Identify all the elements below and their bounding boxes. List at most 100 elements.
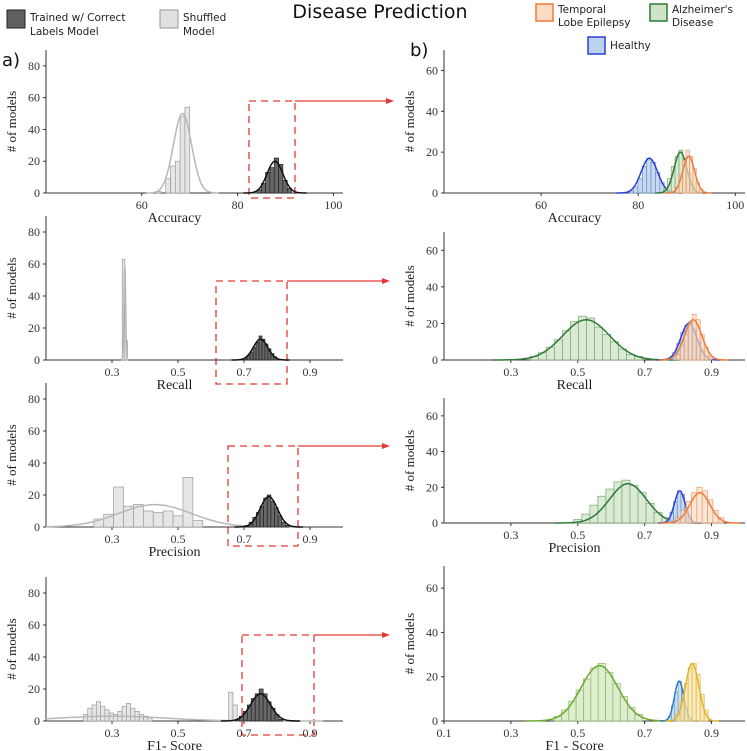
y-tick-label: 20 [28, 321, 40, 335]
fit-curve [659, 491, 740, 524]
histogram-bar [675, 354, 681, 361]
x-tick-label: 0.9 [704, 726, 719, 740]
x-axis-label: F1- Score [147, 739, 202, 751]
x-tick-label: 0.3 [503, 365, 518, 379]
histogram-bar [162, 510, 174, 528]
series-trained-w-correct-labels-model [220, 688, 301, 722]
histogram-bar [687, 323, 693, 361]
fit-curve [525, 664, 674, 722]
legend-swatch-alzheimers [649, 3, 668, 22]
y-tick-label: 60 [426, 243, 438, 257]
histogram-bar [270, 501, 275, 528]
y-axis-label: # of models [402, 430, 417, 491]
histogram-bar [605, 671, 614, 722]
x-axis-label: Accuracy [148, 211, 202, 226]
series-temporal-lobe-epilepsy [659, 486, 740, 524]
y-tick-label: 40 [426, 625, 438, 639]
legend-label-alzheimers-line1: Alzheimer's [672, 4, 733, 16]
y-tick-label: 0 [34, 520, 40, 534]
series-temporal-lobe-epilepsy [658, 313, 728, 361]
histogram-bar [228, 691, 234, 722]
histogram-bar [637, 178, 643, 194]
histogram-bar [184, 106, 191, 194]
y-axis-label: # of models [4, 91, 19, 152]
histogram-bar [126, 703, 131, 722]
y-tick-label: 80 [28, 392, 40, 406]
y-tick-label: 0 [432, 353, 438, 367]
chart-a_f1: 0 20 40 60 80 0.3 0.5 0.7 0.9 # of models F1- Scor… [4, 577, 343, 751]
x-axis-label: Recall [157, 378, 193, 393]
x-tick-label: 0.7 [637, 528, 652, 542]
histogram-bar [170, 165, 176, 194]
histogram-bar [255, 342, 260, 361]
legend-label-trained-line1: Trained w/ Correct [29, 12, 125, 24]
y-tick-label: 40 [28, 650, 40, 664]
panel-label-b: b) [410, 40, 428, 61]
histogram-bar [707, 355, 713, 361]
fit-curve [220, 693, 301, 722]
histogram-bar [285, 525, 290, 528]
x-tick-label: 0.3 [105, 365, 120, 379]
x-tick-label: 0.7 [237, 365, 252, 379]
histogram-bar [594, 326, 603, 361]
x-tick-label: 0.5 [171, 365, 186, 379]
x-tick-label: 0.7 [637, 726, 652, 740]
y-tick-label: 60 [426, 409, 438, 423]
histogram-bar [683, 334, 689, 361]
y-axis-label: # of models [4, 618, 19, 679]
figure-title: Disease Prediction [292, 1, 467, 23]
fit-curve [243, 160, 307, 194]
x-tick-label: 0.9 [704, 365, 719, 379]
y-tick-label: 40 [28, 456, 40, 470]
y-tick-label: 40 [28, 122, 40, 136]
y-tick-label: 0 [34, 186, 40, 200]
histogram-bar [597, 663, 606, 722]
histogram-bar [172, 515, 184, 528]
series-trained-w-correct-labels-model [243, 157, 307, 194]
legend-label-shuffled-line1: Shuffled [183, 12, 226, 24]
series-shuffled-model [121, 258, 129, 361]
histogram-bar [147, 717, 153, 722]
chart-a_accuracy: 0 20 40 60 80 60 80 100 # of models Accuracy [4, 50, 343, 226]
series-shuffled-model [45, 477, 301, 528]
x-tick-label: 0.7 [237, 532, 252, 546]
chart-a_precision: 0 20 40 60 80 0.3 0.5 0.7 0.9 # of models Precisio… [4, 383, 343, 560]
fit-curve [665, 662, 719, 722]
y-tick-label: 20 [426, 480, 438, 494]
zoom-box-recall [215, 280, 288, 385]
histogram-bar [174, 160, 181, 194]
x-tick-label: 0.3 [503, 528, 518, 542]
x-tick-label: 0.5 [171, 532, 186, 546]
histogram-bar [252, 346, 257, 361]
x-tick-label: 0.9 [303, 726, 318, 740]
histogram-bar [685, 501, 692, 524]
y-tick-label: 0 [432, 516, 438, 530]
x-tick-label: 100 [726, 198, 744, 212]
x-tick-label: 0.5 [570, 528, 585, 542]
fit-curve [231, 338, 290, 361]
chart-panels: 0 20 40 60 80 60 80 100 # of models Accuracy 0 20 40… [4, 50, 745, 751]
histogram-bar [91, 704, 97, 722]
x-tick-label: 0.5 [570, 365, 585, 379]
x-tick-label: 0.5 [171, 726, 186, 740]
histogram-bar [108, 712, 114, 722]
x-tick-label: 0.9 [303, 532, 318, 546]
histogram-bar [627, 707, 636, 722]
x-axis-label: Precision [148, 545, 200, 560]
zoom-arrowhead-accuracy [386, 98, 394, 104]
chart-b_f1: 0 20 40 60 0.1 0.3 0.5 0.7 0.9 # of models F1 - Sc… [402, 566, 745, 751]
histogram-bar [104, 709, 110, 722]
series-trained-w-correct-labels-model [234, 494, 304, 528]
x-tick-label: 0.3 [503, 726, 518, 740]
histogram-bar [182, 477, 194, 528]
chart-b_accuracy: 0 20 40 60 60 80 100 # of models Accuracy [402, 50, 745, 226]
x-axis-label: Precision [548, 541, 600, 556]
histogram-bar [578, 315, 587, 361]
fit-curve [121, 267, 129, 361]
y-tick-label: 20 [426, 670, 438, 684]
series-shuffled-model [146, 106, 219, 194]
histogram-bar [641, 166, 648, 194]
x-axis-label: Accuracy [548, 211, 602, 226]
histogram-bar [138, 714, 144, 722]
y-axis-label: # of models [4, 257, 19, 318]
